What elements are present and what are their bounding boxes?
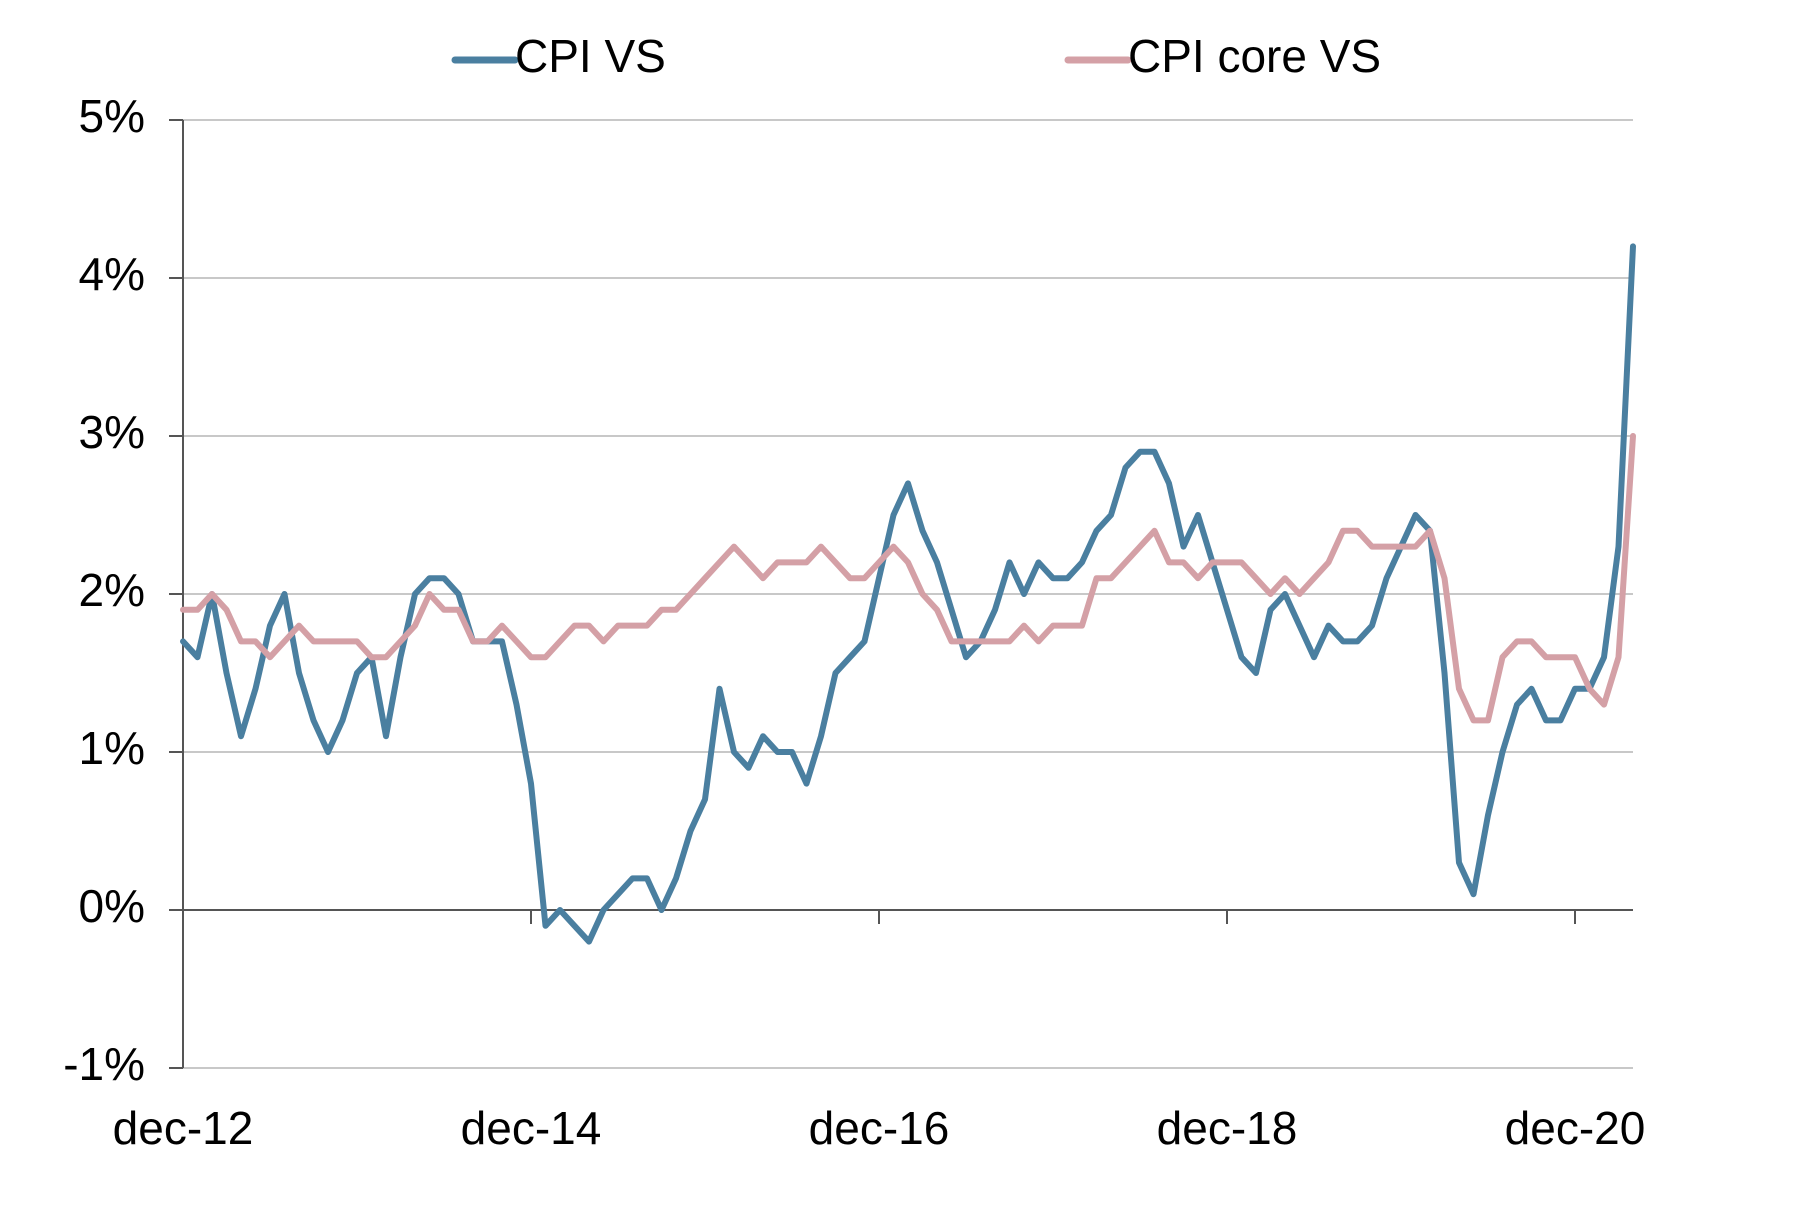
series-line <box>180 243 1636 945</box>
y-tick-label: 4% <box>79 248 145 300</box>
x-tick-label: dec-18 <box>1157 1102 1298 1154</box>
legend-label: CPI core VS <box>1128 30 1381 82</box>
series-line <box>180 433 1636 724</box>
y-tick-label: 5% <box>79 90 145 142</box>
y-tick-label: 0% <box>79 880 145 932</box>
x-tick-label: dec-20 <box>1505 1102 1646 1154</box>
legend-label: CPI VS <box>515 30 666 82</box>
y-tick-label: 2% <box>79 564 145 616</box>
y-tick-label: 1% <box>79 722 145 774</box>
x-tick-label: dec-14 <box>461 1102 602 1154</box>
y-tick-label: 3% <box>79 406 145 458</box>
x-tick-label: dec-12 <box>113 1102 254 1154</box>
x-tick-label: dec-16 <box>809 1102 950 1154</box>
y-tick-label: -1% <box>63 1038 145 1090</box>
